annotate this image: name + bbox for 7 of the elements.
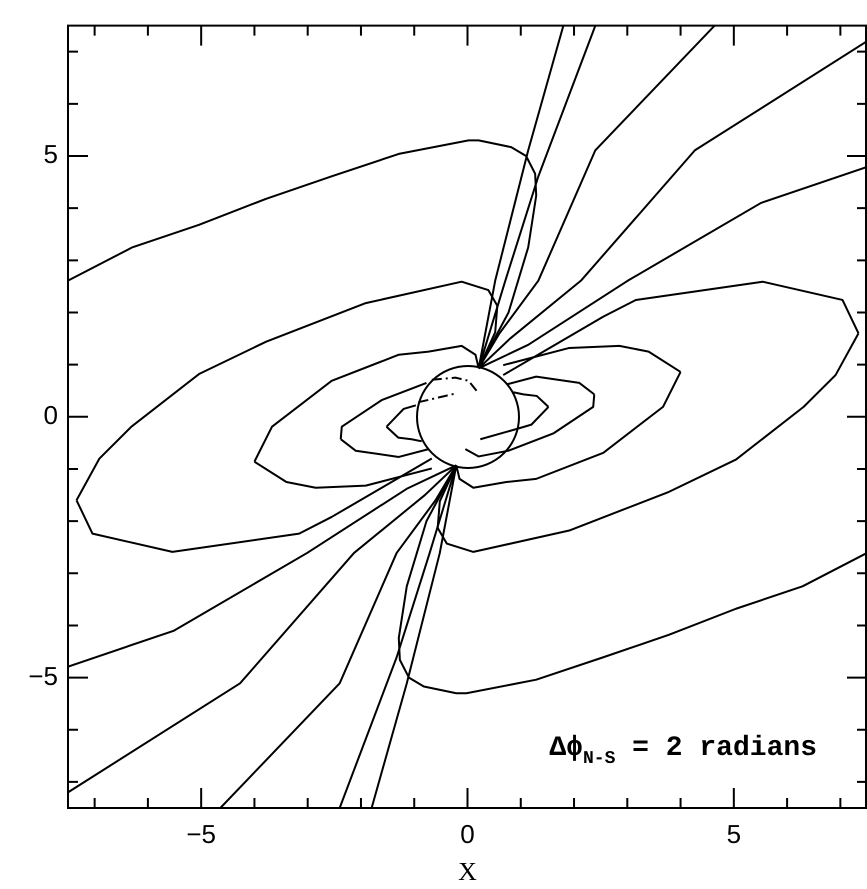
x-axis-title: X xyxy=(458,857,478,886)
x-tick-label: 5 xyxy=(726,818,742,849)
y-tick-label: −5 xyxy=(28,660,58,691)
x-tick-label: 0 xyxy=(460,818,475,849)
y-tick-label: 5 xyxy=(44,139,58,170)
x-tick-label: −5 xyxy=(186,818,216,849)
y-tick-label: 0 xyxy=(44,400,58,430)
